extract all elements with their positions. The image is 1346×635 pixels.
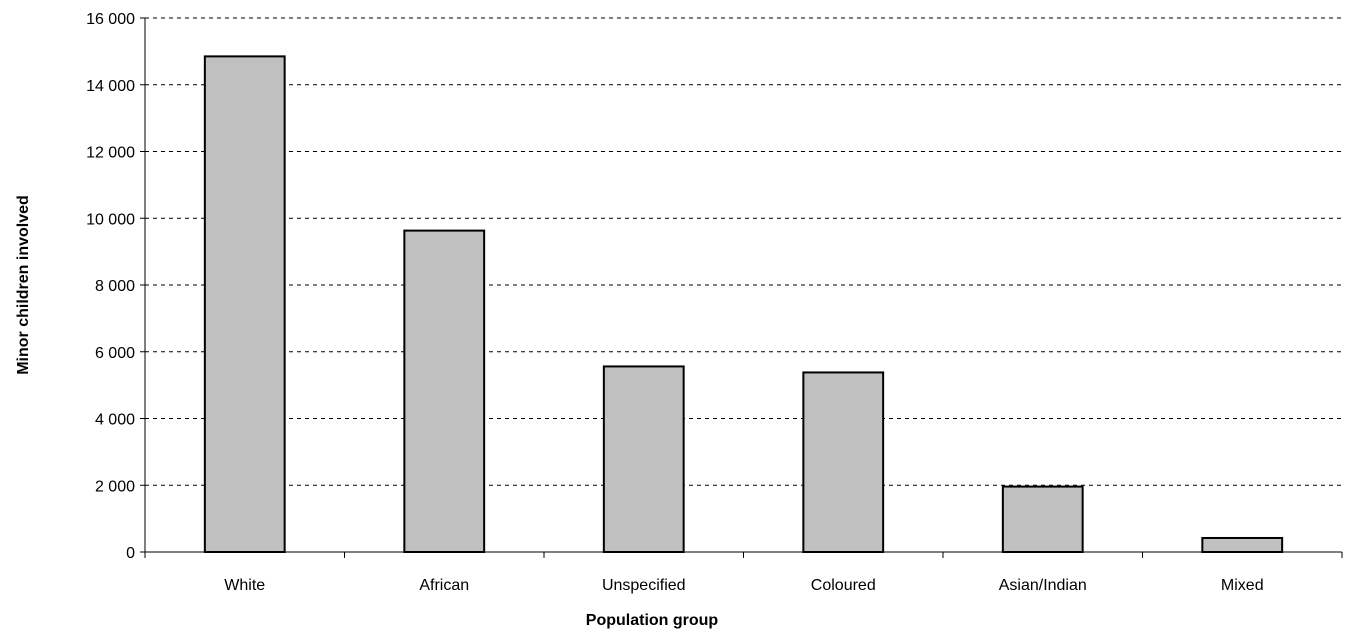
- y-tick-label: 12 000: [86, 145, 135, 162]
- bar-coloured: [802, 371, 885, 553]
- y-tick-label: 6 000: [95, 345, 135, 362]
- tick-labels: 0 2 000 4 000 6 000 8 000 10 000 12 000 14 000 1…: [86, 11, 1264, 594]
- bar-african: [403, 229, 486, 553]
- y-tick-label: 2 000: [95, 478, 135, 495]
- y-tick-label: 14 000: [86, 78, 135, 95]
- bars: [203, 55, 1284, 553]
- x-tick-label: African: [419, 577, 469, 594]
- y-axis-title: Minor children involved: [15, 195, 32, 375]
- x-tick-label: Asian/Indian: [999, 577, 1087, 594]
- bar-unspecified: [602, 365, 685, 553]
- y-tick-label: 10 000: [86, 211, 135, 228]
- x-tick-label: White: [224, 577, 265, 594]
- bar-mixed: [1201, 536, 1284, 553]
- x-axis-title: Population group: [586, 612, 719, 629]
- x-tick-label: Coloured: [811, 577, 876, 594]
- axes: [140, 17, 1343, 558]
- y-tick-label: 8 000: [95, 278, 135, 295]
- y-tick-label: 4 000: [95, 412, 135, 429]
- bar-white: [203, 55, 286, 553]
- x-tick-label: Mixed: [1221, 577, 1264, 594]
- y-tick-label: 16 000: [86, 11, 135, 28]
- gridlines: [145, 17, 1342, 486]
- x-tick-label: Unspecified: [602, 577, 686, 594]
- bar-asian-indian: [1001, 485, 1084, 553]
- y-tick-label: 0: [126, 545, 135, 562]
